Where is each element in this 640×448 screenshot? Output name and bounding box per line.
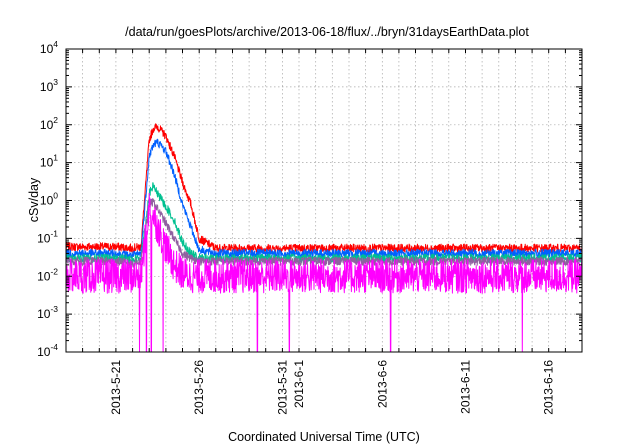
x-axis-label: Coordinated Universal Time (UTC) — [228, 430, 420, 444]
x-tick-label: 2013-6-1 — [292, 360, 306, 408]
y-tick-exponent: 4 — [53, 39, 58, 49]
y-tick-label: 104 — [40, 39, 58, 56]
y-tick-base: 10 — [40, 80, 54, 94]
y-tick-exponent: -3 — [50, 304, 58, 314]
x-tick-label: 2013-6-16 — [542, 360, 556, 415]
y-tick-exponent: -1 — [50, 228, 58, 238]
y-tick-base: 10 — [37, 269, 51, 283]
x-tick-label: 2013-5-31 — [275, 360, 289, 415]
series-layer — [65, 123, 583, 353]
y-tick-label: 103 — [40, 77, 58, 94]
x-tick-label: 2013-6-6 — [375, 360, 389, 408]
y-tick-base: 10 — [40, 156, 54, 170]
series-line — [65, 123, 583, 253]
x-tick-label: 2013-5-21 — [109, 360, 123, 415]
y-tick-exponent: 3 — [53, 77, 58, 87]
y-tick-label: 10-1 — [37, 228, 58, 245]
y-tick-label: 102 — [40, 115, 58, 132]
chart-title: /data/run/goesPlots/archive/2013-06-18/f… — [125, 25, 529, 39]
y-tick-base: 10 — [37, 345, 51, 359]
ticks — [66, 48, 582, 353]
x-tick-labels: 2013-5-21 2013-5-26 2013-5-31 2013-6-1 2013-… — [109, 360, 556, 415]
y-tick-label: 10-2 — [37, 266, 58, 283]
y-tick-base: 10 — [37, 307, 51, 321]
grid — [66, 49, 582, 352]
x-tick-label: 2013-6-11 — [459, 360, 473, 414]
y-tick-label: 10-3 — [37, 304, 58, 321]
y-tick-exponent: 0 — [53, 191, 58, 201]
y-tick-label: 10-4 — [37, 342, 58, 359]
y-tick-base: 10 — [40, 194, 54, 208]
series-line — [65, 192, 583, 353]
y-tick-exponent: 1 — [53, 153, 58, 163]
x-tick-label: 2013-5-26 — [192, 360, 206, 415]
y-tick-base: 10 — [40, 42, 54, 56]
y-axis-label: cSv/day — [27, 177, 41, 222]
y-tick-label: 100 — [40, 191, 58, 208]
y-tick-exponent: -2 — [50, 266, 58, 276]
y-tick-exponent: 2 — [53, 115, 58, 125]
y-tick-base: 10 — [37, 231, 51, 245]
y-tick-label: 101 — [40, 153, 58, 170]
y-tick-exponent: -4 — [50, 342, 58, 352]
y-tick-base: 10 — [40, 118, 54, 132]
